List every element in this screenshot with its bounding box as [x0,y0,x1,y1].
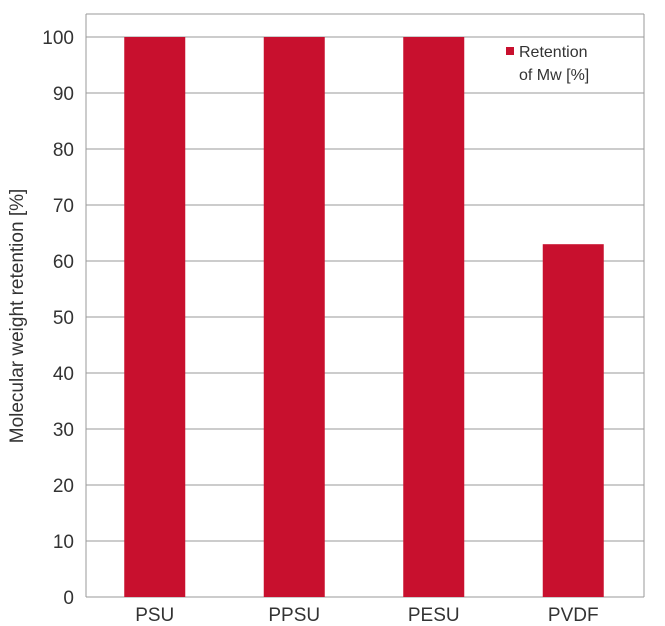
y-axis-ticks: 0 10 20 30 40 50 60 70 80 90 100 [42,28,74,609]
x-tick-label-psu: PSU [135,605,174,626]
y-tick-label-40: 40 [53,364,74,385]
bar-pesu [403,37,465,597]
y-tick-label-80: 80 [53,140,74,161]
y-axis-title: Molecular weight retention [%] [7,189,28,444]
legend-swatch [506,47,514,55]
y-tick-label-90: 90 [53,84,74,105]
legend: Retention of Mw [%] [506,44,589,84]
bar-series [124,37,604,597]
y-tick-label-100: 100 [42,28,74,49]
bar-ppsu [263,37,325,597]
legend-label-line-2: of Mw [%] [519,67,589,84]
y-tick-label-10: 10 [53,532,74,553]
bar-pvdf [542,244,604,597]
x-tick-label-pvdf: PVDF [548,605,599,626]
x-axis-ticks: PSU PPSU PESU PVDF [135,605,598,626]
x-tick-label-ppsu: PPSU [268,605,320,626]
y-tick-label-70: 70 [53,196,74,217]
legend-label-line-1: Retention [519,44,588,61]
y-tick-label-0: 0 [63,588,74,609]
plot-frame [85,13,645,597]
x-tick-label-pesu: PESU [408,605,460,626]
y-tick-label-60: 60 [53,252,74,273]
y-tick-label-20: 20 [53,476,74,497]
y-tick-label-50: 50 [53,308,74,329]
y-tick-label-30: 30 [53,420,74,441]
bar-psu [124,37,186,597]
